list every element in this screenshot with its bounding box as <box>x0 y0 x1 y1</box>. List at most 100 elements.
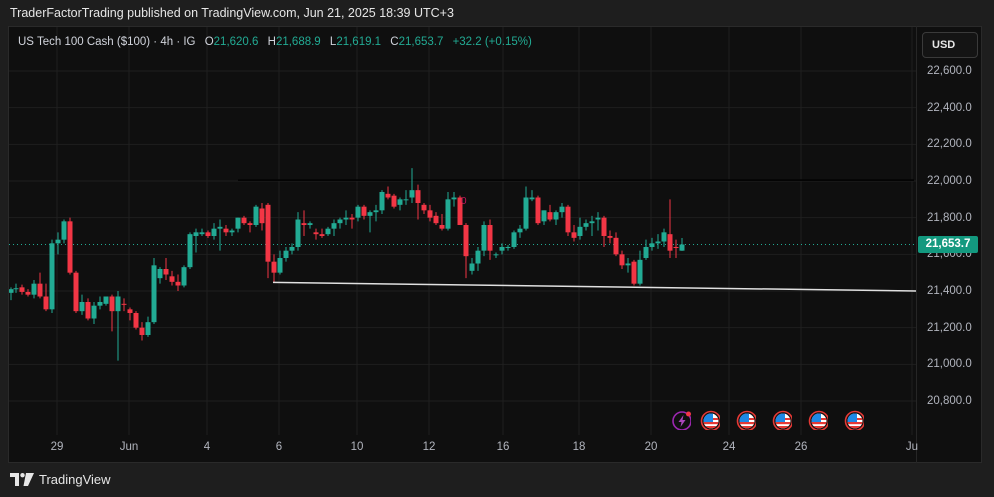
tradingview-logo-icon <box>10 473 34 486</box>
candle <box>19 284 25 295</box>
symbol-legend: US Tech 100 Cash ($100) · 4h · IG O21,62… <box>18 36 532 48</box>
candle <box>535 195 541 225</box>
candle <box>9 287 14 301</box>
support-trendline <box>272 281 916 292</box>
close-value: 21,653.7 <box>398 36 444 48</box>
candle <box>397 197 403 211</box>
candle <box>457 195 463 225</box>
candle <box>235 217 241 233</box>
candle <box>325 226 331 236</box>
time-tick-label: 4 <box>203 441 211 453</box>
candle <box>43 283 49 312</box>
candle <box>265 203 271 279</box>
candle <box>37 272 43 299</box>
price-tick-label: 22,000.0 <box>927 175 972 187</box>
candle <box>493 252 499 258</box>
candle <box>583 219 589 231</box>
candle <box>673 239 679 258</box>
candle <box>427 204 433 222</box>
currency-button[interactable]: USD <box>922 32 978 58</box>
time-tick-label: Jun <box>119 441 139 453</box>
us-flag-icon[interactable] <box>808 410 828 430</box>
time-tick-label: 29 <box>50 441 64 453</box>
low-label: L <box>329 36 337 48</box>
candle <box>295 212 301 251</box>
candle <box>541 210 547 225</box>
price-tick-label: 20,800.0 <box>927 395 972 407</box>
candle <box>571 225 577 242</box>
candle <box>451 192 457 207</box>
candle <box>667 199 673 258</box>
candle <box>199 228 205 236</box>
candle <box>373 204 379 222</box>
candle <box>421 203 427 214</box>
candle <box>271 254 277 283</box>
candle <box>55 232 61 255</box>
symbol-title[interactable]: US Tech 100 Cash ($100) · 4h · IG <box>18 36 196 48</box>
candle <box>307 221 313 229</box>
candle <box>61 219 67 244</box>
candle <box>163 258 169 280</box>
candle <box>463 223 469 279</box>
earnings-flash-icon[interactable] <box>671 410 691 430</box>
us-flag-icon[interactable] <box>700 410 720 430</box>
chart-pane[interactable] <box>8 26 982 463</box>
candle <box>655 234 661 249</box>
open-label: O <box>204 36 214 48</box>
candle <box>79 294 85 315</box>
high-value: 21,688.9 <box>275 36 321 48</box>
candle <box>547 204 553 222</box>
published-header: TraderFactorTrading published on Trading… <box>10 6 454 20</box>
candle <box>73 270 79 313</box>
us-flag-icon[interactable] <box>772 410 792 430</box>
last-price-label: 21,653.7 <box>918 235 978 253</box>
candle <box>283 247 289 262</box>
candle <box>289 243 295 255</box>
candle <box>157 267 163 284</box>
candle <box>559 203 565 218</box>
candle <box>211 223 217 240</box>
candle <box>469 258 475 275</box>
candle <box>319 228 325 238</box>
candle <box>475 247 481 271</box>
candle <box>13 283 19 293</box>
candle <box>487 219 493 260</box>
tradingview-brand: TradingView <box>39 472 111 487</box>
time-tick-label: 12 <box>422 441 436 453</box>
candle <box>133 311 139 330</box>
candle <box>301 210 307 236</box>
us-flag-icon[interactable] <box>844 410 864 430</box>
candle <box>403 190 409 205</box>
candle <box>499 243 505 255</box>
candle <box>577 217 583 240</box>
candle <box>595 212 601 231</box>
candle <box>391 193 397 209</box>
time-tick-label: 26 <box>794 441 808 453</box>
candle <box>649 237 655 251</box>
candle <box>337 217 343 229</box>
candle <box>529 190 535 202</box>
candle <box>445 192 451 231</box>
candle <box>523 186 529 231</box>
candle <box>49 239 55 313</box>
close-label: C <box>390 36 399 48</box>
high-label: H <box>267 36 276 48</box>
candle <box>277 250 283 275</box>
price-tick-label: 21,000.0 <box>927 358 972 371</box>
candle <box>25 289 31 297</box>
candle <box>181 265 187 288</box>
candle <box>31 280 37 299</box>
us-flag-icon[interactable] <box>736 410 756 430</box>
candle <box>433 212 439 225</box>
candle <box>91 302 97 324</box>
candle <box>409 168 415 203</box>
candle <box>127 307 133 321</box>
candle <box>631 259 637 286</box>
candle <box>115 291 121 361</box>
candle <box>643 239 649 260</box>
candle <box>385 186 391 200</box>
note-marker-icon: 0 <box>461 196 467 207</box>
candle <box>169 270 175 286</box>
candle <box>517 225 523 238</box>
